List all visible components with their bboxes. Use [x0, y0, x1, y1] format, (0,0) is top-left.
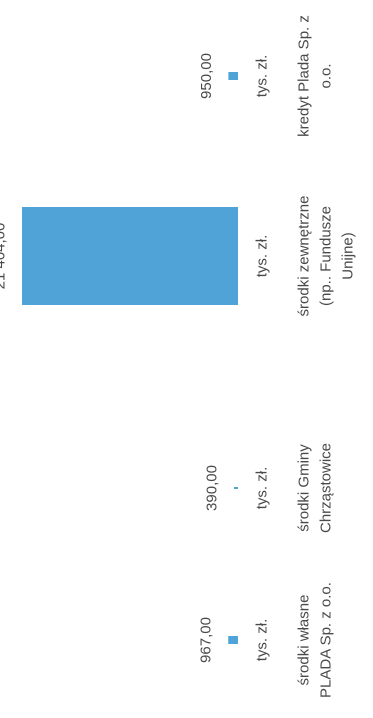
category-label-2-0: środki zewnętrzne — [296, 196, 313, 317]
category-label-0-0: środki własne — [296, 595, 313, 686]
bar-0 — [228, 636, 238, 644]
unit-label-1: tys. zł. — [254, 467, 271, 510]
value-label-0: 967,00 — [198, 617, 215, 663]
category-label-1-1: Chrząstowice — [318, 443, 335, 533]
value-label-2: 21 404,00 — [0, 223, 9, 290]
bars — [22, 72, 238, 644]
unit-label-2: tys. zł. — [254, 235, 271, 278]
value-label-3: 950,00 — [198, 53, 215, 99]
bar-3 — [228, 72, 238, 80]
category-label-0-1: PLADA Sp. z o.o. — [318, 582, 335, 698]
value-label-1: 390,00 — [204, 465, 221, 511]
category-label-2-1: (np.. Fundusze — [318, 206, 335, 306]
labels: 967,00 tys. zł. środki własne PLADA Sp. z o… — [0, 15, 357, 698]
bar-1 — [234, 487, 238, 489]
bar-2 — [22, 207, 238, 305]
category-label-3-1: o.o. — [318, 63, 335, 88]
category-label-3-0: kredyt Plada Sp. z — [296, 15, 313, 137]
unit-label-0: tys. zł. — [254, 619, 271, 662]
category-label-2-2: Unijne) — [340, 232, 357, 280]
unit-label-3: tys. zł. — [254, 55, 271, 98]
category-label-1-0: środki Gminy — [296, 444, 313, 532]
